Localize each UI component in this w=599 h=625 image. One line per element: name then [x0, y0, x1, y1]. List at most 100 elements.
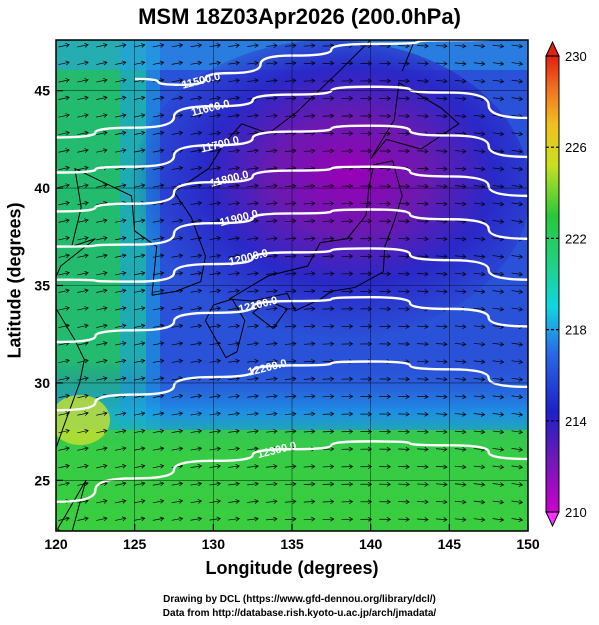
wind-arrow-head [329, 113, 335, 119]
wind-arrow [228, 202, 240, 205]
wind-arrow [247, 132, 259, 135]
wind-arrow [77, 395, 89, 399]
wind-arrow [115, 149, 126, 153]
wind-arrow [266, 360, 278, 363]
wind-arrow [58, 79, 70, 83]
wind-arrow-head [424, 499, 429, 505]
wind-arrow [247, 202, 259, 205]
wind-arrow [322, 448, 334, 450]
wind-arrow [266, 97, 278, 100]
wind-arrow [209, 237, 221, 240]
wind-arrow-head [311, 341, 316, 347]
wind-arrow-head [367, 113, 373, 119]
y-axis-label: Latitude (degrees) [4, 202, 25, 359]
wind-arrow [152, 289, 164, 293]
wind-arrow [58, 342, 70, 346]
wind-arrow [96, 289, 108, 293]
wind-arrow [511, 448, 523, 451]
wind-arrow-head [235, 165, 240, 171]
wind-arrow-head [216, 464, 222, 469]
wind-arrow-head [159, 358, 165, 364]
wind-arrow [171, 412, 183, 416]
wind-arrow-head [84, 288, 89, 294]
wind-vectors [58, 43, 524, 522]
wind-arrow-head [386, 411, 392, 417]
wind-arrow [284, 115, 296, 117]
wind-arrow [152, 447, 164, 451]
wind-arrow-head [499, 464, 505, 470]
wind-arrow-head [121, 463, 127, 469]
wind-arrow-head [292, 429, 297, 434]
wind-arrow-head [197, 130, 203, 136]
wind-arrow [511, 500, 523, 503]
wind-arrow [77, 114, 89, 118]
wind-arrow [171, 482, 183, 486]
wind-arrow [473, 378, 485, 380]
wind-arrow [247, 237, 259, 240]
wind-arrow-head [159, 271, 165, 276]
wind-arrow [473, 395, 485, 398]
wind-arrow-head [311, 394, 316, 399]
wind-arrow-head [405, 289, 410, 294]
wind-arrow [133, 97, 145, 100]
wind-arrow [77, 132, 89, 136]
wind-arrow-head [121, 78, 127, 83]
wind-arrow [58, 412, 70, 416]
wind-arrow-head [273, 218, 278, 224]
wind-arrow [435, 465, 447, 468]
wind-arrow [492, 79, 504, 82]
wind-arrow-head [348, 96, 354, 101]
wind-arrow-head [480, 271, 486, 277]
wind-arrow-head [499, 482, 505, 487]
wind-arrow-head [348, 411, 354, 417]
wind-arrow-head [197, 306, 203, 311]
wind-arrow [190, 167, 202, 170]
wind-arrow [133, 395, 145, 398]
wind-arrow [322, 360, 334, 363]
wind-arrow [417, 167, 429, 170]
wind-arrow [133, 517, 145, 521]
wind-arrow [511, 97, 523, 100]
wind-arrow-head [197, 95, 203, 101]
wind-arrow [454, 62, 466, 65]
wind-arrow [171, 202, 183, 205]
wind-arrow-head [121, 358, 127, 364]
wind-arrow-head [273, 236, 278, 241]
wind-arrow [454, 413, 466, 415]
wind-arrow-head [292, 464, 297, 469]
wind-arrow-head [84, 183, 89, 188]
wind-arrow [417, 448, 429, 450]
wind-arrow [435, 150, 447, 152]
wind-arrow-head [292, 236, 297, 241]
wind-arrow-head [121, 481, 127, 487]
wind-arrow [152, 430, 164, 434]
wind-arrow-head [405, 271, 410, 277]
wind-arrow-head [197, 183, 203, 189]
wind-arrow [58, 289, 70, 293]
wind-arrow-head [499, 166, 505, 172]
wind-arrow [152, 132, 164, 135]
wind-arrow-head [499, 517, 505, 522]
wind-arrow-head [254, 393, 259, 399]
wind-arrow-head [159, 253, 165, 259]
wind-arrow [511, 132, 523, 135]
wind-arrow-head [121, 235, 127, 241]
wind-arrow [77, 447, 89, 451]
wind-arrow [133, 430, 145, 434]
wind-arrow-head [329, 183, 335, 189]
wind-arrow [417, 62, 429, 65]
wind-arrow [511, 220, 523, 223]
wind-arrow-head [159, 499, 165, 504]
wind-arrow-head [103, 78, 108, 83]
wind-arrow-head [292, 218, 297, 224]
wind-arrow-head [499, 201, 505, 207]
wind-arrow-head [424, 201, 429, 207]
wind-arrow-head [311, 113, 316, 119]
wind-arrow-head [311, 429, 316, 434]
wind-arrow [190, 325, 202, 328]
wind-arrow [454, 167, 466, 170]
y-tick-label: 30 [34, 375, 50, 391]
wind-arrow [435, 413, 447, 415]
wind-arrow [209, 325, 221, 328]
wind-arrow-head [311, 60, 316, 66]
